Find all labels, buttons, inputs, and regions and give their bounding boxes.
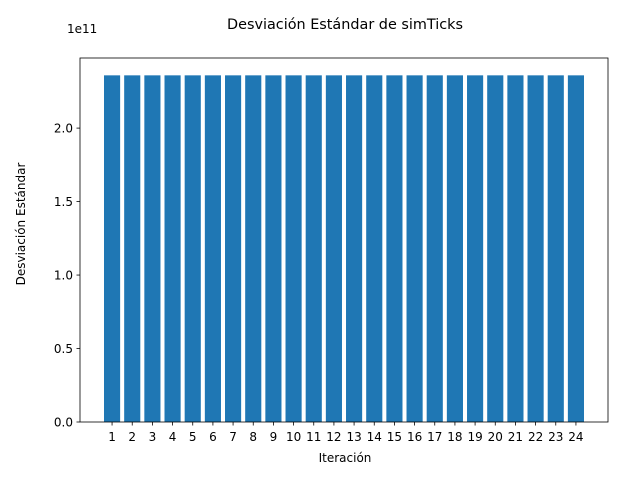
bar-5 [184, 75, 201, 422]
bar-10 [285, 75, 302, 422]
bar-16 [406, 75, 423, 422]
bar-18 [446, 75, 463, 422]
bars-layer [104, 75, 584, 422]
bar-6 [204, 75, 221, 422]
bar-22 [527, 75, 544, 422]
bar-23 [547, 75, 564, 422]
bar-14 [366, 75, 383, 422]
bar-11 [305, 75, 322, 422]
x-tick-label: 2 [128, 430, 136, 444]
y-tick-label: 0.0 [54, 416, 73, 430]
x-tick-label: 15 [387, 430, 402, 444]
x-tick-label: 8 [249, 430, 257, 444]
x-axis-label: Iteración [319, 451, 372, 465]
x-tick-label: 13 [346, 430, 361, 444]
bar-13 [346, 75, 363, 422]
bar-7 [225, 75, 242, 422]
bar-24 [567, 75, 584, 422]
plot-frame [79, 57, 609, 423]
x-tick-label: 10 [286, 430, 301, 444]
bar-21 [507, 75, 524, 422]
bar-17 [426, 75, 443, 422]
x-tick-label: 23 [548, 430, 563, 444]
y-tick-label: 1.0 [54, 269, 73, 283]
x-tick-label: 6 [209, 430, 217, 444]
x-tick-label: 24 [568, 430, 583, 444]
bar-15 [386, 75, 403, 422]
bar-3 [144, 75, 161, 422]
x-tick-label: 9 [270, 430, 278, 444]
x-tick-label: 17 [427, 430, 442, 444]
x-tick-label: 7 [229, 430, 237, 444]
x-tick-label: 14 [367, 430, 382, 444]
x-tick-label: 4 [169, 430, 177, 444]
x-tick-label: 21 [508, 430, 523, 444]
x-tick-label: 11 [306, 430, 321, 444]
bar-4 [164, 75, 181, 422]
chart-title: Desviación Estándar de simTicks [227, 17, 463, 33]
x-tick-label: 22 [528, 430, 543, 444]
y-tick-label: 1.5 [54, 195, 73, 209]
y-tick-label: 0.5 [54, 342, 73, 356]
axes-layer: 1 2 3 4 5 6 7 8 9 10 11 12 13 14 15 16 17 18 19 20 21 22 23 240… [54, 57, 609, 444]
x-tick-label: 12 [326, 430, 341, 444]
y-axis-label: Desviación Estándar [14, 163, 28, 286]
bar-1 [104, 75, 121, 422]
x-tick-label: 18 [447, 430, 462, 444]
y-axis-offset-label: 1e11 [67, 22, 97, 36]
x-tick-label: 16 [407, 430, 422, 444]
y-tick-label: 2.0 [54, 122, 73, 136]
x-tick-label: 5 [189, 430, 197, 444]
bar-9 [265, 75, 282, 422]
bar-8 [245, 75, 262, 422]
bar-2 [124, 75, 141, 422]
bar-19 [467, 75, 484, 422]
bar-20 [487, 75, 504, 422]
bar-12 [325, 75, 342, 422]
x-tick-label: 19 [467, 430, 482, 444]
x-tick-label: 20 [488, 430, 503, 444]
x-tick-label: 3 [149, 430, 157, 444]
x-tick-label: 1 [108, 430, 116, 444]
